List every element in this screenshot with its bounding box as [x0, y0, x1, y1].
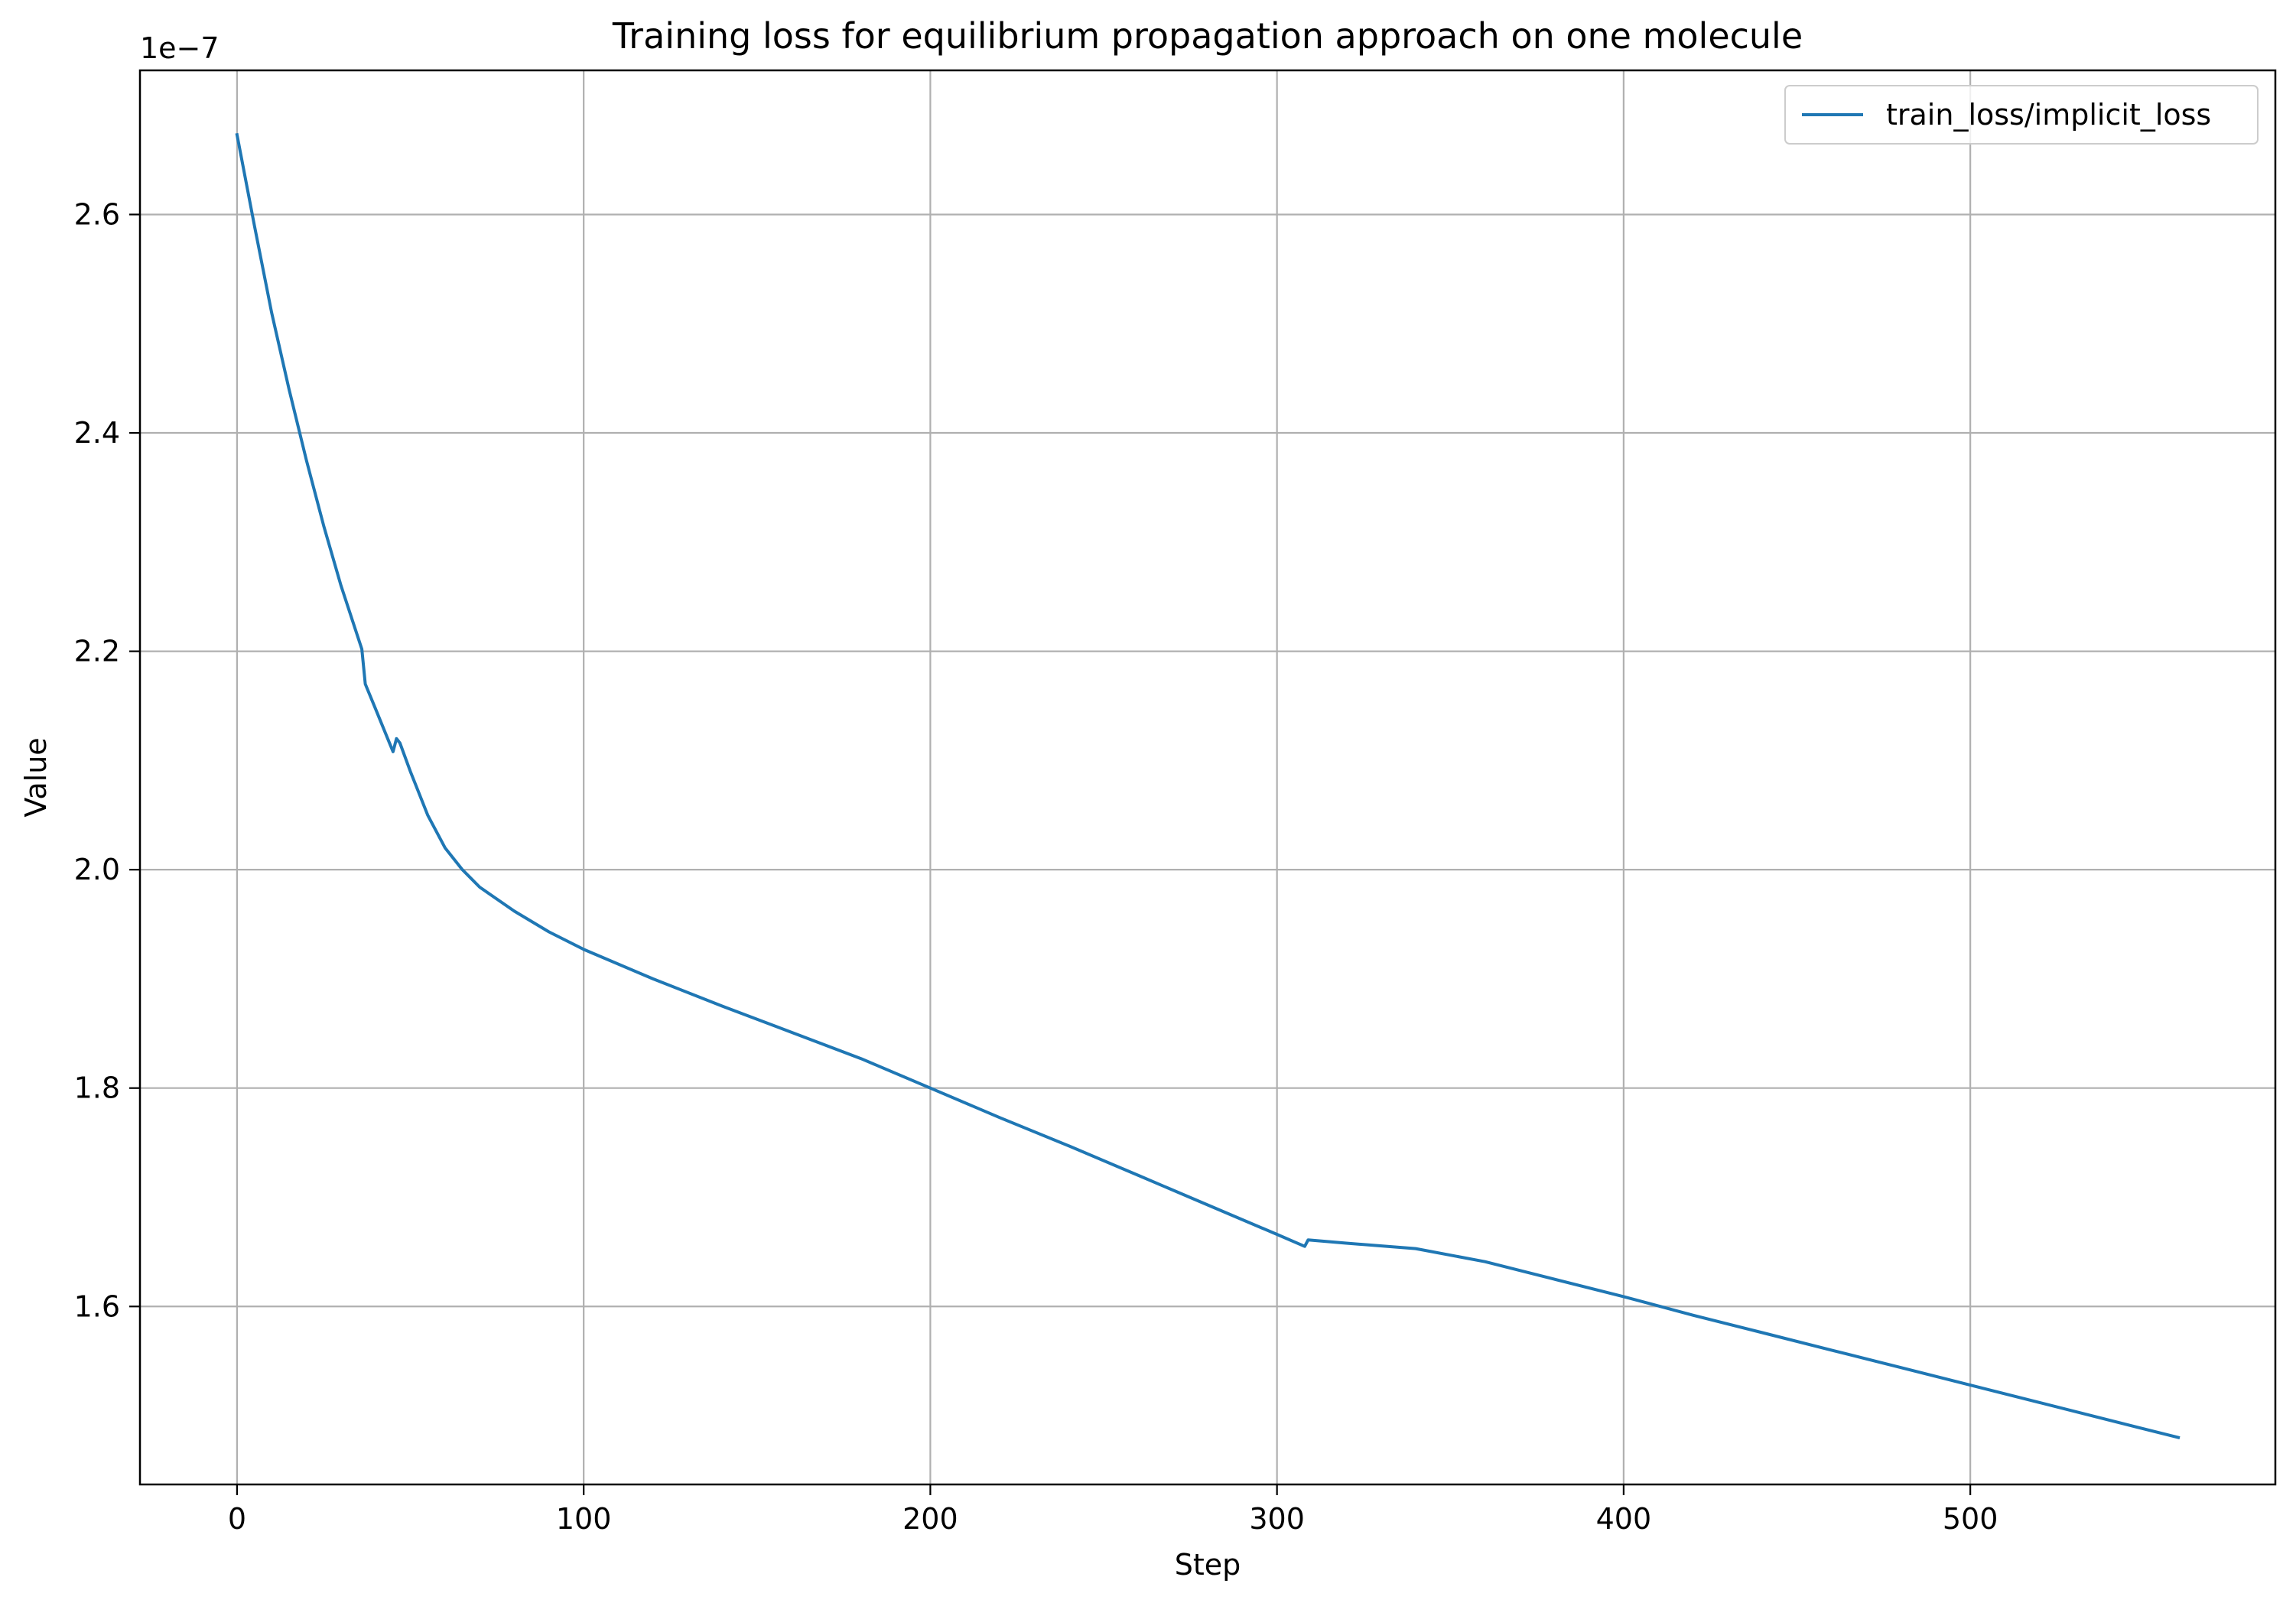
- y-tick-label: 2.0: [74, 853, 120, 886]
- legend-box: [1784, 85, 2259, 145]
- y-tick-label: 2.4: [74, 416, 120, 450]
- chart-title: Training loss for equilibrium propagatio…: [612, 15, 1803, 57]
- x-tick-label: 100: [556, 1502, 612, 1536]
- legend-entry-label: train_loss/implicit_loss: [1886, 98, 2211, 132]
- y-tick-label: 1.6: [74, 1289, 120, 1323]
- series-layer: [235, 132, 2181, 1440]
- grid: [140, 70, 2275, 1484]
- ticks: 0 100 200 300 400 500 1.6 1.8 2.0 2.2 2.4 2.6: [74, 197, 1998, 1536]
- legend: train_loss/implicit_loss: [1784, 85, 2259, 145]
- y-axis-label: Value: [19, 737, 53, 817]
- y-tick-label: 2.2: [74, 635, 120, 668]
- x-tick-label: 200: [902, 1502, 958, 1536]
- x-tick-label: 300: [1249, 1502, 1305, 1536]
- x-axis-label: Step: [1175, 1548, 1241, 1582]
- x-tick-label: 500: [1943, 1502, 1998, 1536]
- y-offset-label: 1e−7: [140, 31, 220, 65]
- y-tick-label: 2.6: [74, 197, 120, 231]
- plot-frame: [138, 69, 2277, 1486]
- x-tick-label: 0: [228, 1502, 246, 1536]
- y-tick-label: 1.8: [74, 1071, 120, 1105]
- series-line-train-loss: [235, 132, 2181, 1440]
- x-tick-label: 400: [1596, 1502, 1652, 1536]
